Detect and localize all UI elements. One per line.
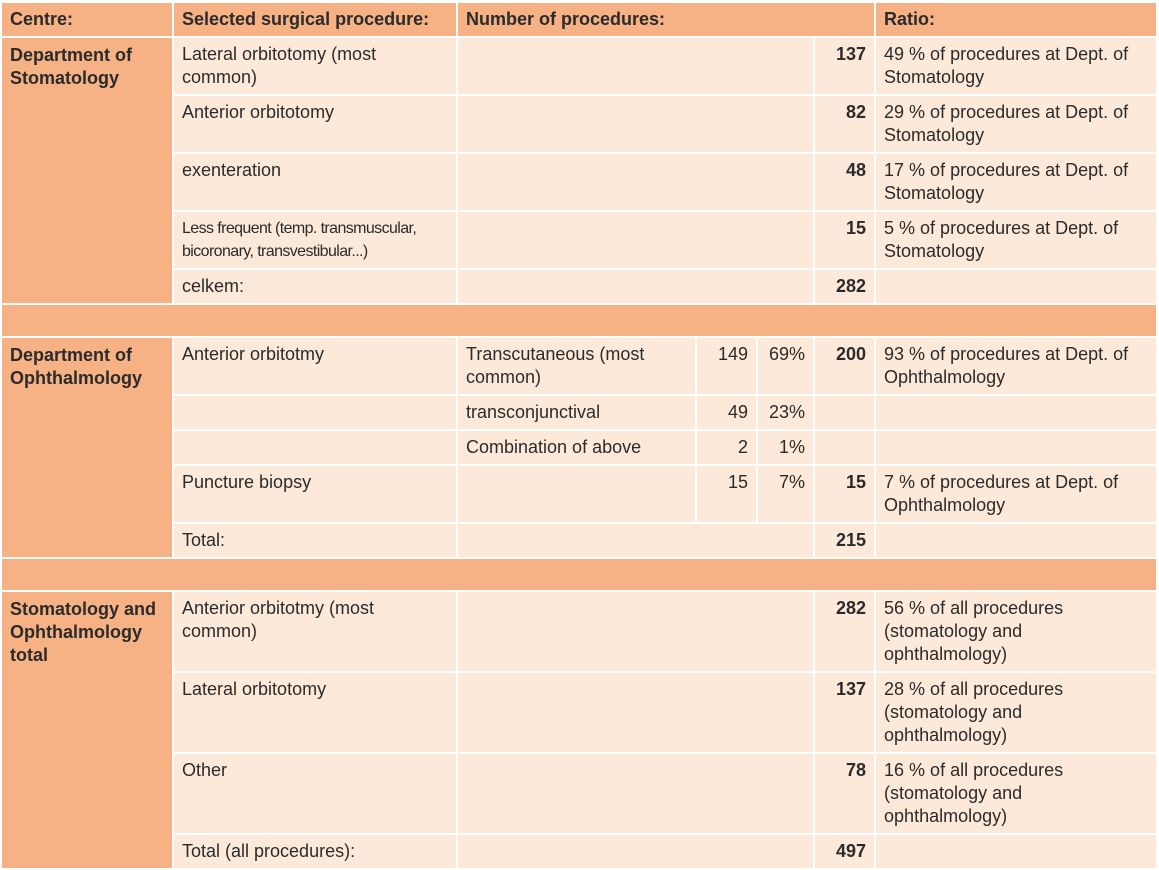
- procedure-cell: exenteration: [173, 153, 458, 212]
- procedure-cell: Less frequent (temp. transmuscular, bico…: [173, 211, 458, 270]
- count-cell: 48: [814, 153, 877, 212]
- table-header-row: Centre: Selected surgical procedure: Num…: [2, 3, 1159, 38]
- total-count: 215: [814, 523, 877, 559]
- total-label: celkem:: [173, 269, 458, 305]
- procedure-cell: Other: [173, 753, 458, 835]
- empty-cell: [457, 834, 815, 870]
- empty-cell: [875, 834, 1159, 870]
- sub-count-cell: 2: [696, 430, 758, 466]
- subprocedure-cell: Transcutaneous (most common): [457, 337, 697, 396]
- empty-cell: [814, 430, 877, 466]
- procedure-cell: Anterior orbitotmy: [173, 337, 458, 396]
- procedure-cell: Lateral orbitotomy: [173, 672, 458, 754]
- separator: [2, 304, 1159, 338]
- count-cell: 82: [814, 95, 877, 154]
- total-row: Total: 215: [2, 523, 1159, 559]
- separator-row: [2, 304, 1159, 338]
- ratio-cell: 49 % of procedures at Dept. of Stomatolo…: [875, 37, 1159, 96]
- procedure-cell: Lateral orbitotomy (most common): [173, 37, 458, 96]
- total-row: celkem: 282: [2, 269, 1159, 305]
- table-row: Department of Stomatology Lateral orbito…: [2, 37, 1159, 305]
- sub-percent-cell: 69%: [757, 337, 815, 396]
- header-centre: Centre:: [2, 3, 174, 38]
- count-cell: 200: [814, 337, 877, 396]
- table-row: exenteration 48 17 % of procedures at De…: [2, 153, 1159, 212]
- sub-percent-cell: 1%: [757, 430, 815, 466]
- centre-combined: Stomatology and Ophthalmology total: [2, 591, 174, 870]
- ratio-cell: 93 % of procedures at Dept. of Ophthalmo…: [875, 337, 1159, 396]
- separator: [2, 558, 1159, 592]
- sub-percent-cell: 7%: [757, 465, 815, 524]
- empty-cell: [173, 430, 458, 466]
- table-row: Lateral orbitotomy 137 28 % of all proce…: [2, 672, 1159, 754]
- table-row: Other 78 16 % of all procedures (stomato…: [2, 753, 1159, 835]
- empty-cell: [457, 269, 815, 305]
- empty-cell: [875, 430, 1159, 466]
- centre-stomatology: Department of Stomatology: [2, 37, 174, 305]
- procedures-table-page: Centre: Selected surgical procedure: Num…: [2, 3, 1159, 870]
- ratio-cell: 56 % of all procedures (stomatology and …: [875, 591, 1159, 673]
- ratio-cell: 28 % of all procedures (stomatology and …: [875, 672, 1159, 754]
- empty-cell: [457, 753, 815, 835]
- centre-ophthalmology: Department of Ophthalmology: [2, 337, 174, 559]
- empty-cell: [457, 211, 815, 270]
- empty-cell: [457, 465, 697, 524]
- sub-percent-cell: 23%: [757, 395, 815, 431]
- empty-cell: [457, 591, 815, 673]
- empty-cell: [875, 269, 1159, 305]
- count-cell: 78: [814, 753, 877, 835]
- ratio-cell: 5 % of procedures at Dept. of Stomatolog…: [875, 211, 1159, 270]
- total-label: Total:: [173, 523, 458, 559]
- table-row: Less frequent (temp. transmuscular, bico…: [2, 211, 1159, 270]
- count-cell: 282: [814, 591, 877, 673]
- empty-cell: [875, 395, 1159, 431]
- empty-cell: [457, 523, 815, 559]
- ratio-cell: 17 % of procedures at Dept. of Stomatolo…: [875, 153, 1159, 212]
- sub-count-cell: 149: [696, 337, 758, 396]
- header-ratio: Ratio:: [875, 3, 1159, 38]
- header-number: Number of procedures:: [457, 3, 877, 38]
- ratio-cell: 29 % of procedures at Dept. of Stomatolo…: [875, 95, 1159, 154]
- sub-count-cell: 49: [696, 395, 758, 431]
- ratio-cell: 7 % of procedures at Dept. of Ophthalmol…: [875, 465, 1159, 524]
- separator-row: [2, 558, 1159, 592]
- count-cell: 15: [814, 465, 877, 524]
- header-procedure: Selected surgical procedure:: [173, 3, 458, 38]
- total-row: Total (all procedures): 497: [2, 834, 1159, 870]
- procedure-cell: Anterior orbitotomy: [173, 95, 458, 154]
- procedure-cell: Puncture biopsy: [173, 465, 458, 524]
- procedure-cell: Anterior orbitotmy (most common): [173, 591, 458, 673]
- table-row: Department of Ophthalmology Anterior orb…: [2, 337, 1159, 559]
- count-cell: 137: [814, 672, 877, 754]
- total-count: 497: [814, 834, 877, 870]
- empty-cell: [173, 395, 458, 431]
- table-row: Stomatology and Ophthalmology total Ante…: [2, 591, 1159, 870]
- subprocedure-cell: Combination of above: [457, 430, 697, 466]
- table-row: transconjunctival 49 23%: [2, 395, 1159, 431]
- procedures-table: Centre: Selected surgical procedure: Num…: [2, 3, 1159, 870]
- empty-cell: [875, 523, 1159, 559]
- subprocedure-cell: transconjunctival: [457, 395, 697, 431]
- empty-cell: [457, 37, 815, 96]
- ratio-cell: 16 % of all procedures (stomatology and …: [875, 753, 1159, 835]
- empty-cell: [457, 95, 815, 154]
- sub-count-cell: 15: [696, 465, 758, 524]
- table-row: Anterior orbitotomy 82 29 % of procedure…: [2, 95, 1159, 154]
- total-count: 282: [814, 269, 877, 305]
- empty-cell: [457, 153, 815, 212]
- count-cell: 137: [814, 37, 877, 96]
- empty-cell: [814, 395, 877, 431]
- total-label: Total (all procedures):: [173, 834, 458, 870]
- table-row: Combination of above 2 1%: [2, 430, 1159, 466]
- empty-cell: [457, 672, 815, 754]
- count-cell: 15: [814, 211, 877, 270]
- table-row: Puncture biopsy 15 7% 15 7 % of procedur…: [2, 465, 1159, 524]
